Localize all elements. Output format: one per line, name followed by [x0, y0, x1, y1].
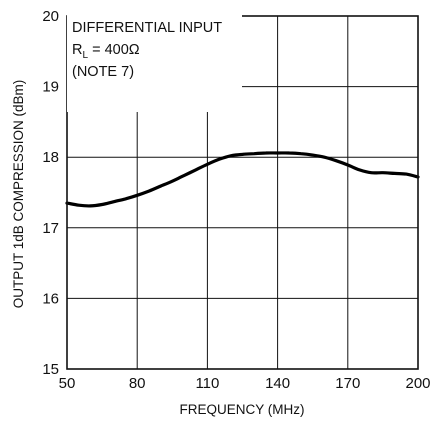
- x-tick-label-170: 170: [335, 375, 360, 392]
- annotation-line-3: (NOTE 7): [72, 64, 134, 80]
- y-tick-label-15: 15: [42, 361, 59, 378]
- x-tick-label-80: 80: [129, 375, 146, 392]
- y-tick-label-16: 16: [42, 290, 59, 307]
- series-line-0: [65, 151, 420, 208]
- annotation-r-value: = 400Ω: [88, 42, 140, 58]
- tick-labels: 50 80 110 140 170 200 15 16 17 18 19 20: [42, 8, 430, 392]
- y-tick-label-20: 20: [42, 8, 59, 25]
- annotation-r: R: [72, 42, 82, 58]
- annotation-line-2: RL = 400Ω: [72, 42, 140, 61]
- annotation-r-subscript: L: [82, 50, 88, 61]
- annotation-line-1: DIFFERENTIAL INPUT: [72, 20, 222, 36]
- x-tick-label-50: 50: [59, 375, 76, 392]
- x-tick-label-110: 110: [195, 375, 219, 392]
- annotation-mask: [67, 12, 242, 112]
- y-axis-title: OUTPUT 1dB COMPRESSION (dBm): [11, 80, 26, 309]
- data-series: [65, 151, 420, 208]
- y-tick-label-19: 19: [42, 79, 59, 96]
- y-tick-label-17: 17: [42, 220, 59, 237]
- x-tick-label-200: 200: [405, 375, 430, 392]
- y-tick-label-18: 18: [42, 149, 59, 166]
- x-axis-title: FREQUENCY (MHz): [179, 402, 304, 417]
- plot-frame: [66, 15, 419, 370]
- annotation-box: DIFFERENTIAL INPUT RL = 400Ω (NOTE 7): [72, 20, 222, 80]
- x-tick-label-140: 140: [265, 375, 290, 392]
